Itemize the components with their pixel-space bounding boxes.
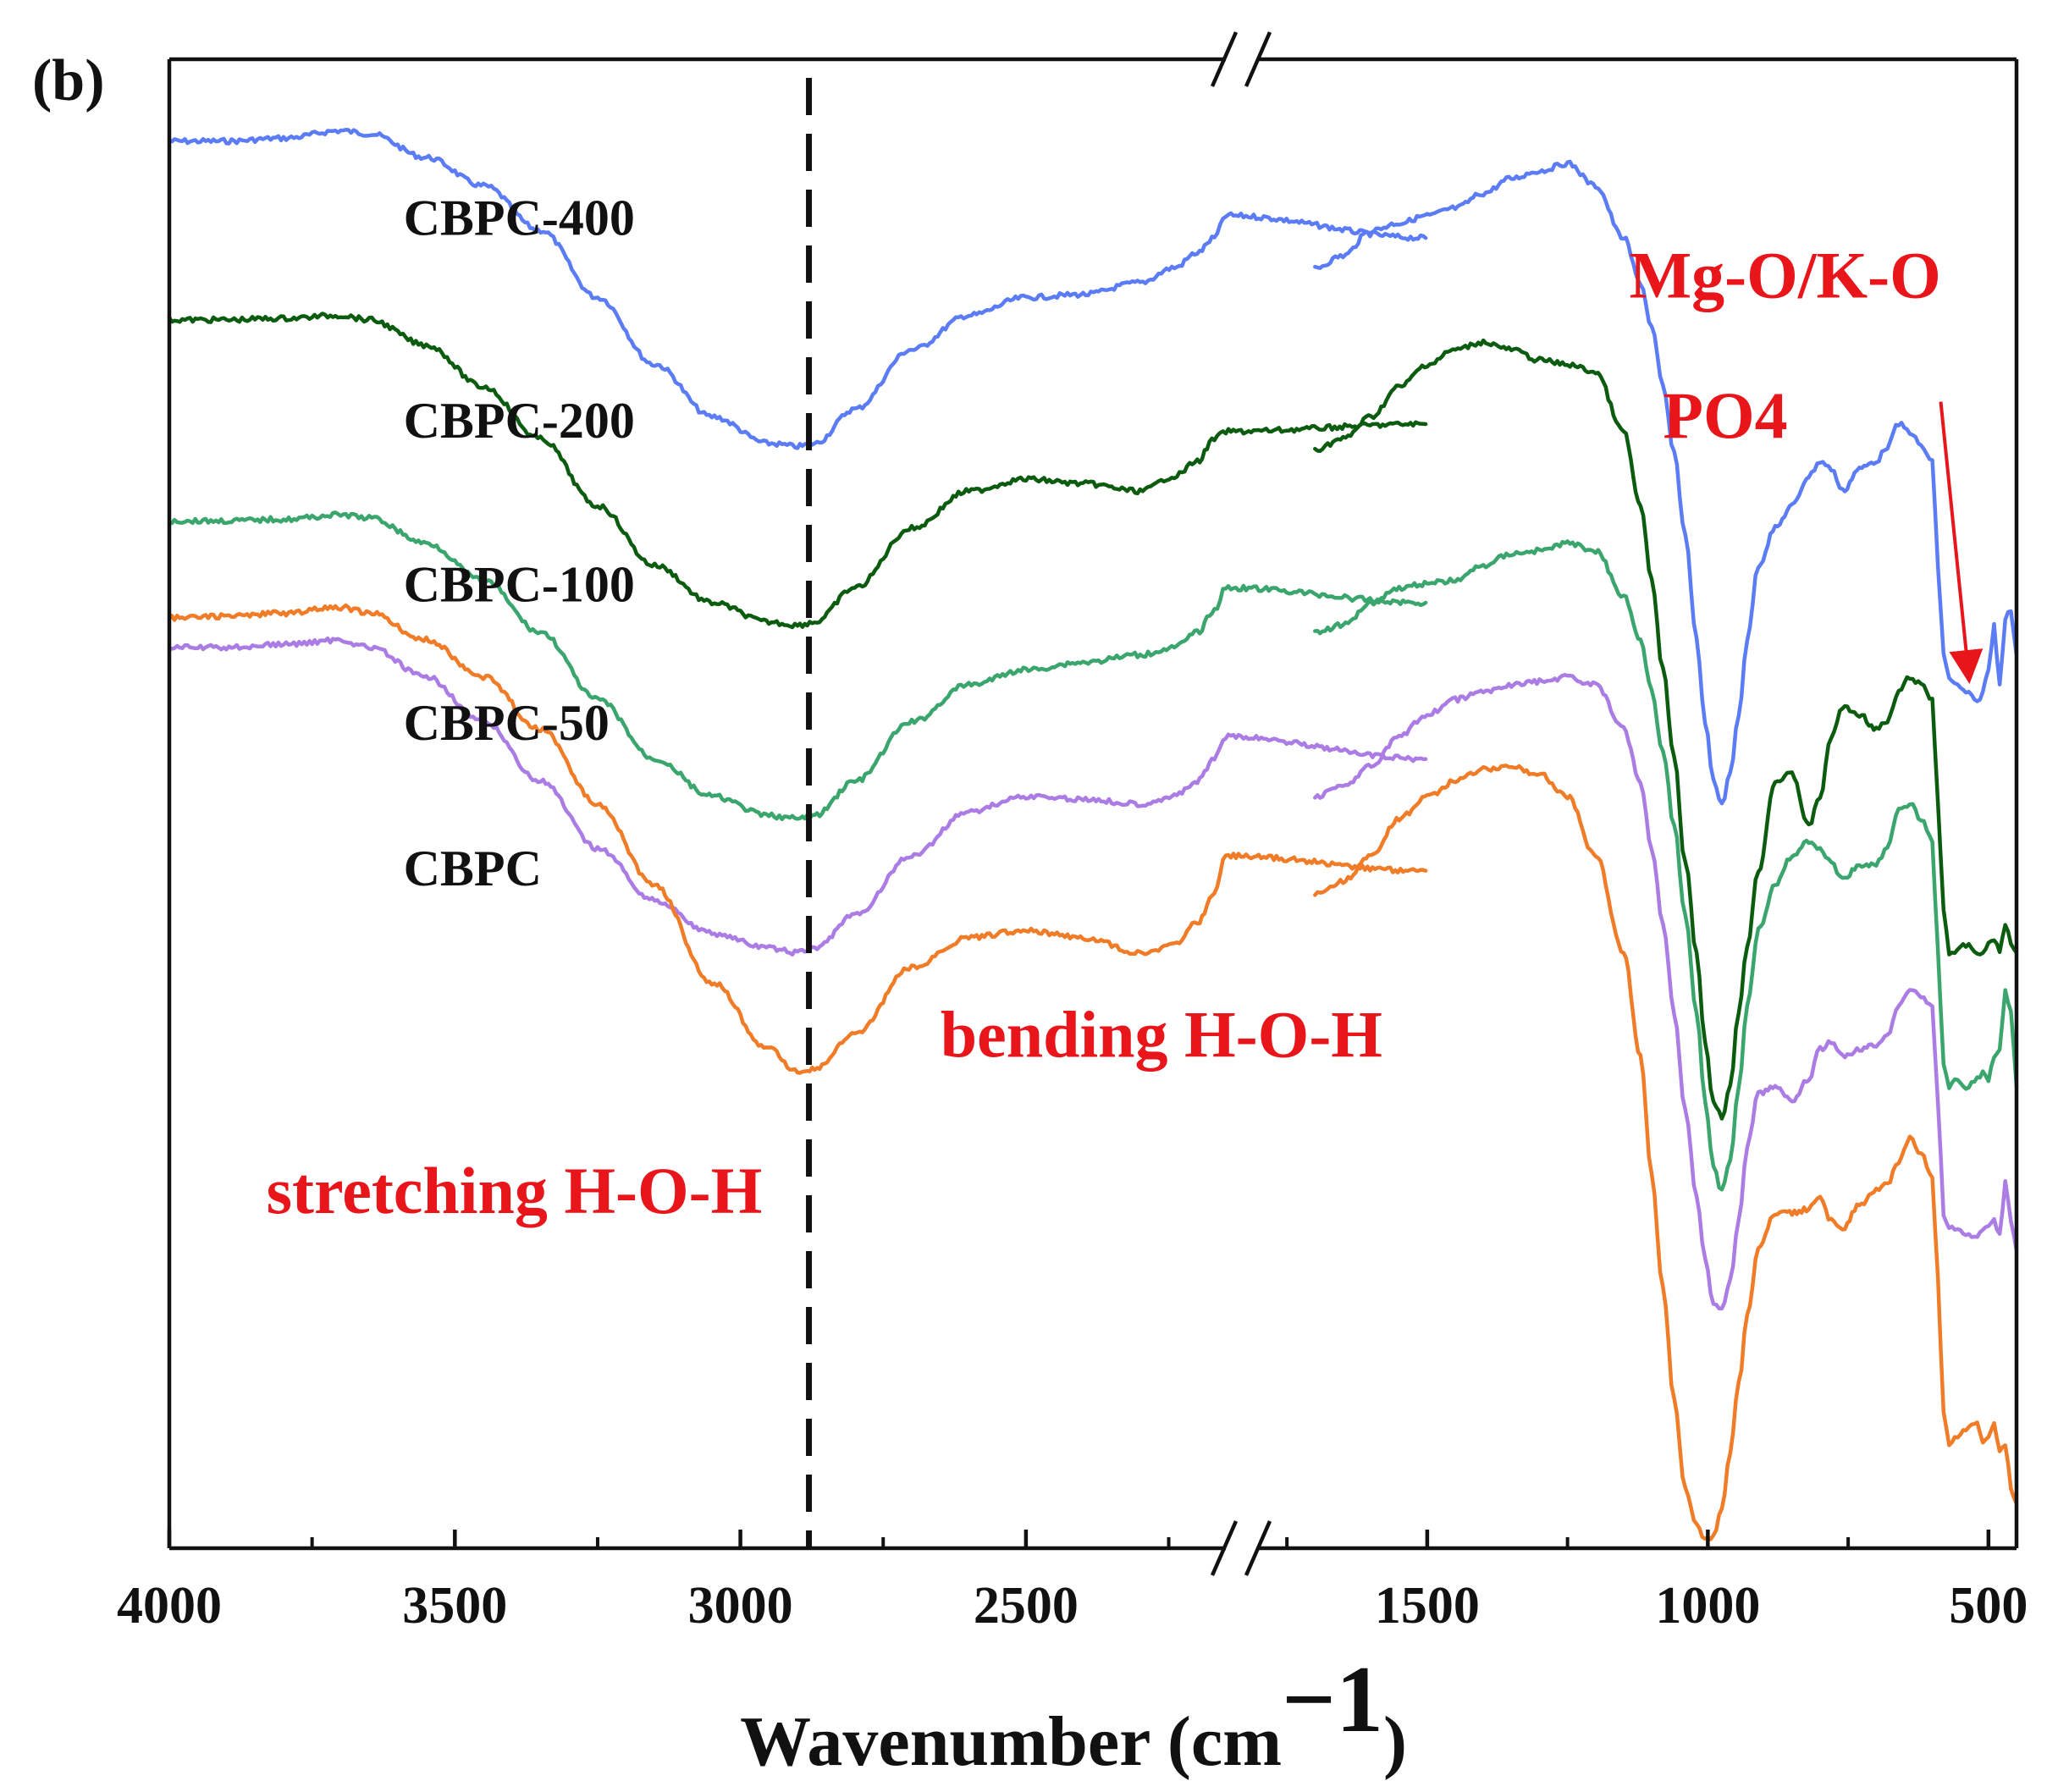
annotation-stretching-h-o-h: stretching H-O-H <box>267 1154 763 1227</box>
plot-frame <box>167 57 2019 1551</box>
x-axis-title-main: Wavenumber (cm <box>740 1702 1282 1781</box>
x-tick-label-3500: 3500 <box>402 1577 507 1635</box>
series-line-cbpc <box>167 603 2019 1541</box>
annotation-po4: PO4 <box>1663 378 1787 452</box>
series-labels: CBPC-400 CBPC-200 CBPC-100 CBPC-50 CBPC <box>404 190 635 897</box>
x-tick-label-4000: 4000 <box>117 1577 222 1635</box>
panel-label: (b) <box>32 48 105 113</box>
x-tick-label-3000: 3000 <box>688 1577 793 1635</box>
series-label-cbpc-400: CBPC-400 <box>404 190 635 246</box>
x-axis-title-superscript: −1 <box>1282 1647 1383 1752</box>
series-line-cbpc-50 <box>167 636 2019 1311</box>
series-label-cbpc-100: CBPC-100 <box>404 556 635 612</box>
series-line-cbpc-200 <box>167 312 2019 1121</box>
annotation-mg-o-k-o: Mg-O/K-O <box>1630 238 1941 312</box>
x-ticks <box>167 1530 1991 1548</box>
series-label-cbpc-50: CBPC-50 <box>404 695 610 751</box>
annotations: stretching H-O-H bending H-O-H Mg-O/K-O PO4 <box>267 238 1941 1227</box>
series-line-cbpc-400 <box>167 128 2019 806</box>
series-line-cbpc-100 <box>167 510 2019 1192</box>
x-tick-label-1000: 1000 <box>1655 1577 1760 1635</box>
x-tick-label-500: 500 <box>1949 1577 2028 1635</box>
x-tick-label-1500: 1500 <box>1375 1577 1480 1635</box>
x-axis-title-suffix: ) <box>1383 1702 1407 1781</box>
annotation-bending-h-o-h: bending H-O-H <box>941 998 1382 1072</box>
mg-o-k-o-arrow <box>1939 401 1984 684</box>
series-group <box>167 128 2019 1541</box>
series-label-cbpc-200: CBPC-200 <box>404 393 635 449</box>
x-tick-label-2500: 2500 <box>974 1577 1079 1635</box>
series-label-cbpc: CBPC <box>404 841 542 896</box>
x-tick-labels: 4000 3500 3000 2500 1500 1000 500 <box>117 1577 2028 1635</box>
x-axis-title: Wavenumber (cm−1) <box>740 1647 1407 1781</box>
axis-break-bottom <box>1210 1520 1272 1576</box>
axis-break-top <box>1210 31 1272 87</box>
